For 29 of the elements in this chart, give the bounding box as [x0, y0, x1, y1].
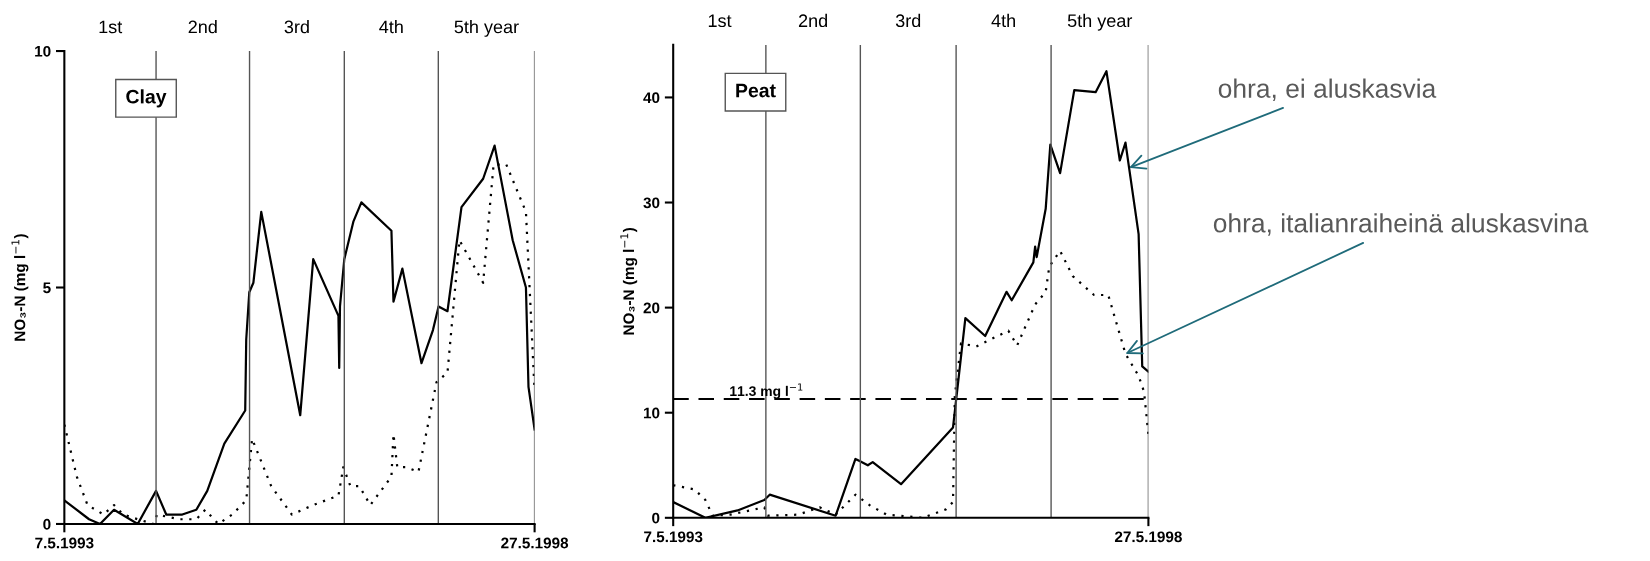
text: 4th [379, 20, 403, 34]
text: Clay [126, 89, 167, 108]
y-tick-label: 40 [643, 92, 660, 104]
x-tick-label: 7.5.1993 [644, 531, 703, 543]
y-tick-label: 0 [652, 512, 660, 524]
text: 1st [708, 14, 732, 28]
text: 3rd [284, 20, 309, 34]
ref-line-label: 11.3 mg l$^{−1}$ [730, 383, 803, 399]
y-tick-label: 10 [643, 407, 660, 419]
x-tick-label: 27.5.1998 [1114, 531, 1182, 543]
y-tick-label: 5 [43, 282, 51, 294]
text: 5th year [1067, 13, 1133, 31]
y-tick-label: 20 [643, 302, 660, 314]
text: 2nd [188, 20, 217, 34]
text: 1st [99, 20, 123, 34]
text: Peat [736, 83, 776, 98]
text: 5th year [454, 20, 519, 37]
text: ohra, italianraiheinä aluskasvina [1213, 213, 1589, 236]
y-tick-label: 30 [643, 197, 660, 209]
y-axis-title: NO₃-N (mg l$^{−1}$) [11, 234, 29, 341]
text: ohra, ei aluskasvia [1218, 78, 1437, 102]
text: 3rd [895, 13, 921, 28]
y-axis-title: NO₃-N (mg l$^{−1}$) [620, 228, 638, 335]
text: 2nd [798, 13, 828, 28]
text: 4th [991, 13, 1015, 28]
x-tick-label: 27.5.1998 [501, 537, 569, 549]
y-tick-label: 0 [43, 518, 51, 530]
y-tick-label: 10 [35, 45, 51, 57]
x-tick-label: 7.5.1993 [35, 537, 94, 549]
